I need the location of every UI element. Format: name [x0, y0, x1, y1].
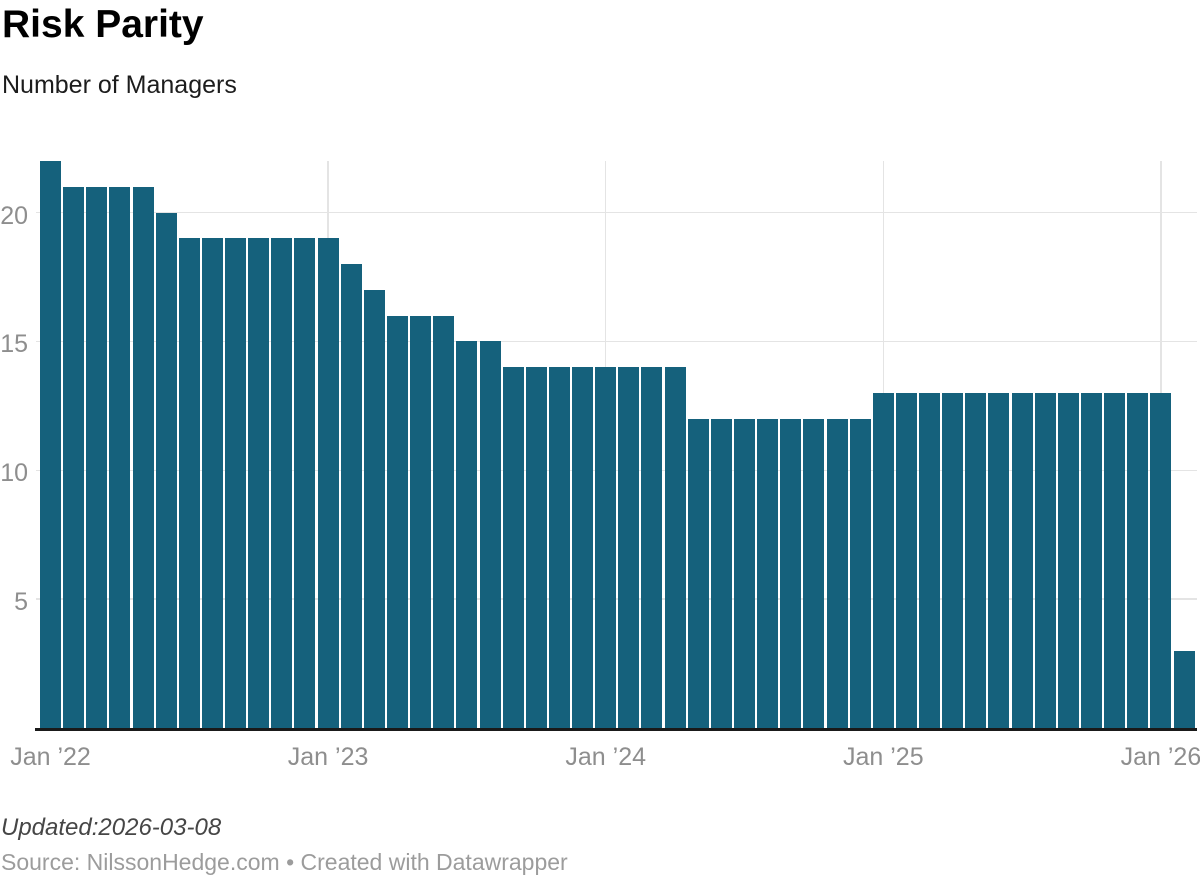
bar-2023-01[interactable] — [317, 238, 339, 728]
bar-2025-07[interactable] — [1011, 392, 1033, 728]
bar-2024-11[interactable] — [826, 418, 848, 728]
bar-2022-02[interactable] — [63, 186, 85, 728]
bar-2024-07[interactable] — [734, 418, 756, 728]
bar-2024-06[interactable] — [710, 418, 732, 728]
chart-title: Risk Parity — [2, 3, 204, 46]
bar-2023-10[interactable] — [525, 367, 547, 728]
bar-2022-10[interactable] — [248, 238, 270, 728]
bar-2023-12[interactable] — [572, 367, 594, 728]
bar-2025-09[interactable] — [1057, 392, 1079, 728]
y-tick-label-10: 10 — [0, 459, 28, 488]
bar-2024-10[interactable] — [803, 418, 825, 728]
bar-2024-08[interactable] — [757, 418, 779, 728]
bar-2025-01[interactable] — [872, 392, 894, 728]
bar-2024-01[interactable] — [595, 367, 617, 728]
gridline-y-10 — [36, 469, 1197, 472]
bar-2023-02[interactable] — [340, 264, 362, 728]
gridline-y-20 — [36, 211, 1197, 214]
bar-2026-02[interactable] — [1173, 650, 1195, 728]
bar-2026-01[interactable] — [1150, 392, 1172, 728]
x-tick-label-2022-01: Jan ’22 — [10, 743, 91, 771]
chart-subtitle: Number of Managers — [2, 71, 237, 99]
bar-2022-08[interactable] — [201, 238, 223, 728]
bar-2025-03[interactable] — [919, 392, 941, 728]
bar-2023-04[interactable] — [387, 315, 408, 728]
bar-2025-10[interactable] — [1081, 392, 1103, 728]
bar-2023-03[interactable] — [363, 289, 385, 728]
updated-note: Updated:2026-03-08 — [1, 814, 222, 841]
x-tick-label-2024-01: Jan ’24 — [565, 743, 647, 771]
x-tick-label-2023-01: Jan ’23 — [287, 743, 369, 771]
bar-2023-05[interactable] — [410, 315, 432, 728]
bar-2024-09[interactable] — [780, 418, 802, 728]
bar-2022-03[interactable] — [86, 186, 108, 728]
bar-2025-04[interactable] — [942, 392, 964, 728]
bar-2022-11[interactable] — [271, 238, 293, 728]
bar-2023-06[interactable] — [433, 315, 455, 728]
bar-2024-05[interactable] — [687, 418, 709, 728]
bar-2022-09[interactable] — [225, 238, 247, 728]
bar-2022-05[interactable] — [132, 186, 154, 728]
bar-2023-08[interactable] — [479, 341, 501, 728]
y-tick-label-20: 20 — [0, 201, 28, 230]
bar-2024-03[interactable] — [641, 367, 663, 728]
x-axis-line — [35, 728, 1197, 731]
gridline-y-15 — [36, 340, 1197, 343]
x-tick-label-2025-01: Jan ’25 — [843, 743, 924, 771]
source-note: Source: NilssonHedge.com • Created with … — [1, 849, 568, 875]
bar-2025-11[interactable] — [1104, 392, 1126, 728]
bar-2025-05[interactable] — [965, 392, 987, 728]
bar-2025-02[interactable] — [895, 392, 917, 728]
bar-2025-06[interactable] — [988, 392, 1010, 728]
bar-2024-04[interactable] — [664, 367, 686, 728]
bar-2023-11[interactable] — [548, 367, 570, 728]
bar-2022-06[interactable] — [155, 212, 177, 728]
y-tick-label-15: 15 — [0, 330, 28, 359]
bar-2025-08[interactable] — [1034, 392, 1056, 728]
bar-2022-01[interactable] — [40, 161, 61, 728]
plot-area: 5 10 15 20 — [0, 161, 1200, 728]
bar-2022-07[interactable] — [178, 238, 200, 728]
gridline-y-5 — [36, 598, 1197, 600]
bar-2022-12[interactable] — [294, 238, 316, 728]
bar-2025-12[interactable] — [1127, 392, 1149, 728]
bar-2024-02[interactable] — [618, 367, 640, 728]
bar-2023-09[interactable] — [502, 367, 524, 728]
x-tick-label-2026-01: Jan ’26 — [1120, 743, 1200, 771]
bar-2022-04[interactable] — [109, 186, 131, 728]
y-tick-label-5: 5 — [14, 588, 28, 617]
bar-2023-07[interactable] — [456, 341, 478, 728]
x-axis: Jan ’22 Jan ’23 Jan ’24 Jan ’25 Jan ’26 — [0, 744, 1200, 770]
bar-2024-12[interactable] — [849, 418, 871, 728]
